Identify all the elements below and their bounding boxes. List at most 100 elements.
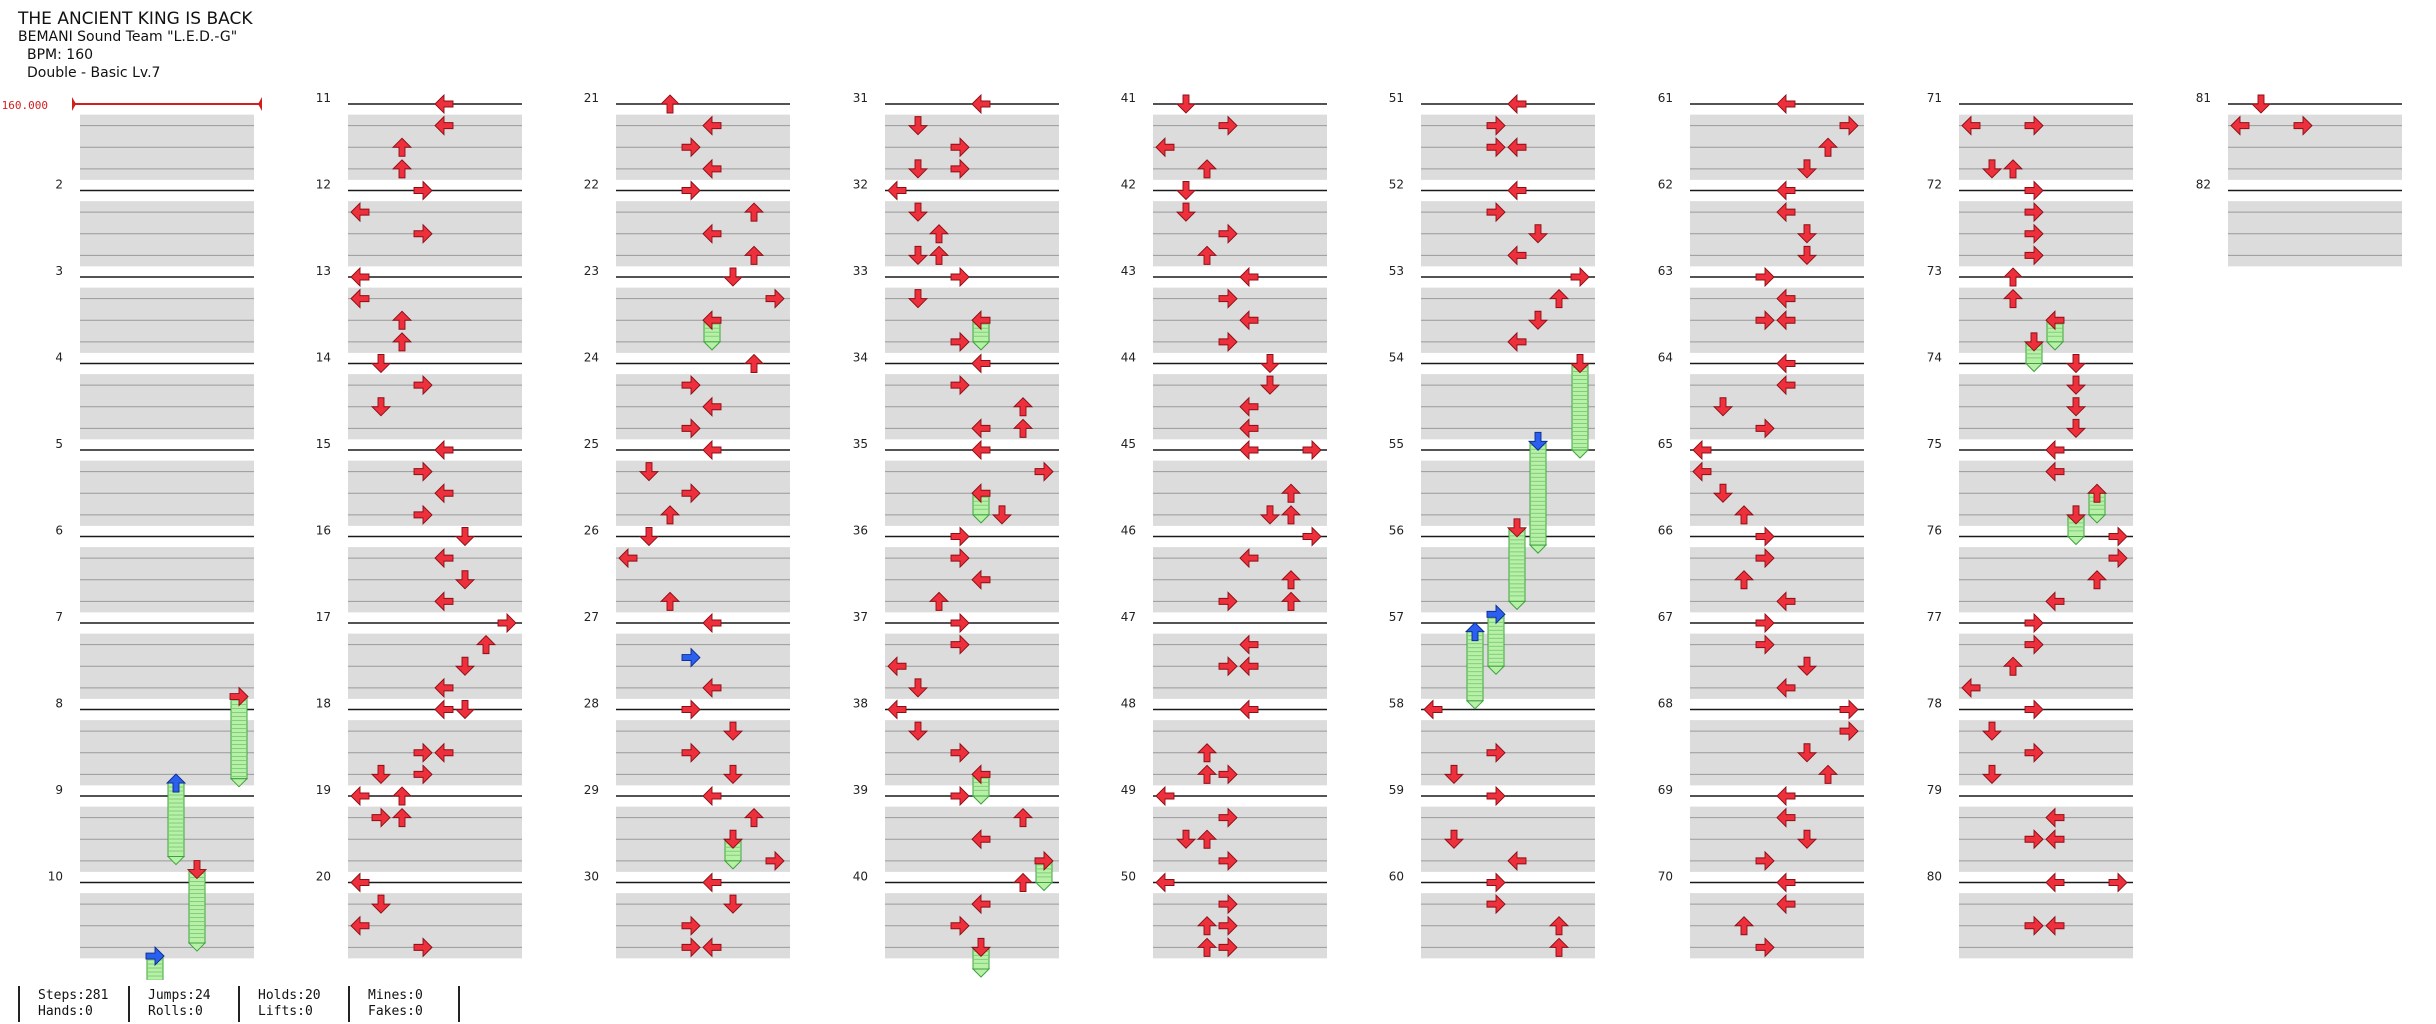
right-arrow-icon [1034, 461, 1054, 482]
song-title: THE ANCIENT KING IS BACK [18, 9, 253, 29]
measure-number: 39 [853, 783, 868, 797]
left-arrow-icon [1239, 699, 1259, 720]
hold-tail [1465, 700, 1485, 710]
down-arrow-icon [1796, 829, 1818, 849]
measure-number: 49 [1121, 783, 1136, 797]
down-arrow-icon [2023, 332, 2045, 352]
right-arrow-icon [1755, 548, 1775, 569]
hold-tail [1486, 665, 1506, 675]
measure-number: 28 [584, 697, 599, 711]
down-arrow-icon [1796, 159, 1818, 179]
left-arrow-icon [1507, 331, 1527, 352]
measure-number: 66 [1658, 524, 1673, 538]
right-arrow-icon [1755, 266, 1775, 288]
right-arrow-icon [229, 686, 249, 707]
left-arrow-icon [2045, 915, 2065, 936]
right-arrow-icon [145, 945, 165, 967]
measure-number: 54 [1389, 351, 1404, 365]
left-arrow-icon [702, 785, 722, 807]
right-arrow-icon [2024, 742, 2044, 763]
right-arrow-icon [1218, 288, 1238, 309]
right-arrow-icon [1839, 115, 1859, 136]
up-arrow-icon [1817, 137, 1839, 157]
right-arrow-icon [950, 785, 970, 807]
up-arrow-icon [391, 786, 413, 806]
right-arrow-icon [1218, 764, 1238, 785]
up-arrow-icon [1280, 591, 1302, 611]
left-arrow-icon [2045, 807, 2065, 828]
down-arrow-icon [638, 527, 660, 547]
measure-number: 36 [853, 524, 868, 538]
measure-number: 65 [1658, 437, 1673, 451]
left-arrow-icon [2045, 591, 2065, 612]
down-arrow-icon [991, 505, 1013, 525]
left-arrow-icon [1776, 677, 1796, 698]
right-arrow-icon [1218, 656, 1238, 677]
down-arrow-icon [1527, 310, 1549, 330]
measure-number: 72 [1927, 178, 1942, 192]
measure-number: 12 [316, 178, 331, 192]
down-arrow-icon [1259, 354, 1281, 374]
stat-steps-hands: Steps:281 Hands:0 [18, 986, 128, 1022]
measure-number: 47 [1121, 610, 1136, 624]
right-arrow-icon [681, 937, 701, 958]
measure-number: 21 [584, 91, 599, 105]
stat-lifts: Lifts:0 [258, 1004, 313, 1019]
left-arrow-icon [1507, 137, 1527, 158]
down-arrow-icon [907, 289, 929, 309]
down-arrow-icon [1175, 181, 1197, 201]
right-arrow-icon [1218, 915, 1238, 936]
left-arrow-icon [1776, 807, 1796, 828]
bpm-tick-end [258, 97, 262, 111]
measure-number: 5 [55, 437, 63, 451]
right-arrow-icon [1218, 331, 1238, 352]
up-arrow-icon [743, 245, 765, 265]
left-arrow-icon [2045, 872, 2065, 893]
measure-number: 52 [1389, 178, 1404, 192]
down-arrow-icon [370, 397, 392, 417]
right-arrow-icon [681, 742, 701, 763]
left-arrow-icon [2045, 461, 2065, 482]
down-arrow-icon [454, 700, 476, 720]
right-arrow-icon [1755, 310, 1775, 331]
left-arrow-icon [2045, 310, 2065, 331]
measure-number: 34 [853, 351, 868, 365]
right-arrow-icon [413, 180, 433, 201]
measure-number: 60 [1389, 870, 1404, 884]
measure-number: 11 [316, 91, 331, 105]
left-arrow-icon [1776, 872, 1796, 893]
right-arrow-icon [1486, 137, 1506, 158]
up-arrow-icon [391, 159, 413, 179]
hold-tail [2045, 341, 2065, 351]
measure-number: 10 [48, 870, 63, 884]
right-arrow-icon [2024, 202, 2044, 223]
down-arrow-icon [907, 159, 929, 179]
stat-rolls: Rolls:0 [148, 1004, 203, 1019]
right-arrow-icon [950, 612, 970, 634]
down-arrow-icon [970, 937, 992, 958]
left-arrow-icon [434, 115, 454, 136]
left-arrow-icon [350, 288, 370, 309]
right-arrow-icon [1302, 526, 1322, 547]
left-arrow-icon [1776, 202, 1796, 223]
left-arrow-icon [434, 699, 454, 720]
left-arrow-icon [1239, 418, 1259, 439]
measure-number: 30 [584, 870, 599, 884]
measure-number: 27 [584, 610, 599, 624]
left-arrow-icon [1507, 180, 1527, 201]
up-arrow-icon [1464, 622, 1486, 642]
stat-jumps: Jumps:24 [148, 988, 211, 1003]
left-arrow-icon [971, 483, 991, 504]
right-arrow-icon [950, 331, 970, 352]
up-arrow-icon [1280, 505, 1302, 525]
measure-number: 63 [1658, 264, 1673, 278]
left-arrow-icon [1776, 785, 1796, 807]
right-arrow-icon [1486, 742, 1506, 763]
hold-body [1571, 363, 1589, 451]
measure-number: 61 [1658, 91, 1673, 105]
bpm-value: 160.000 [2, 99, 48, 112]
measure-number: 20 [316, 870, 331, 884]
measure-number: 40 [853, 870, 868, 884]
right-arrow-icon [2024, 915, 2044, 936]
measure-number: 76 [1927, 524, 1942, 538]
